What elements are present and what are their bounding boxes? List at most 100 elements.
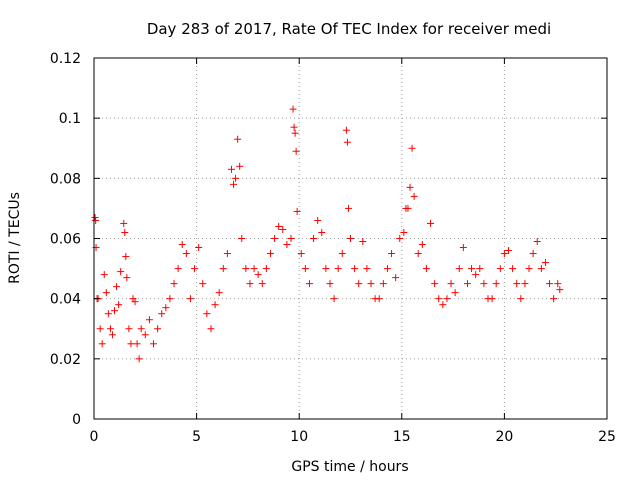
data-point bbox=[480, 280, 488, 288]
data-point bbox=[271, 235, 279, 242]
data-point bbox=[546, 280, 554, 288]
data-point bbox=[115, 301, 123, 309]
data-point bbox=[234, 135, 242, 143]
data-point bbox=[207, 325, 215, 333]
data-point bbox=[414, 250, 422, 258]
data-point bbox=[145, 316, 153, 324]
data-point bbox=[121, 228, 129, 236]
data-point bbox=[439, 301, 447, 309]
data-point bbox=[367, 280, 375, 288]
data-point bbox=[290, 123, 298, 131]
data-point bbox=[219, 265, 227, 273]
data-point bbox=[301, 265, 309, 273]
data-point bbox=[521, 280, 529, 288]
data-point bbox=[388, 250, 396, 258]
data-point bbox=[125, 325, 133, 333]
data-point bbox=[418, 241, 426, 249]
x-tick-label: 10 bbox=[290, 429, 308, 445]
x-tick-label: 0 bbox=[90, 429, 99, 445]
data-point bbox=[505, 247, 513, 255]
data-point bbox=[98, 340, 106, 348]
data-point bbox=[330, 295, 338, 303]
data-point bbox=[203, 310, 211, 318]
data-point bbox=[537, 265, 545, 273]
data-point bbox=[554, 280, 562, 288]
data-point bbox=[291, 129, 299, 137]
data-point bbox=[137, 325, 145, 333]
data-point bbox=[422, 265, 430, 273]
data-point bbox=[322, 265, 330, 273]
data-point bbox=[550, 295, 558, 303]
data-point bbox=[447, 280, 455, 288]
data-point bbox=[500, 250, 508, 258]
data-point bbox=[170, 280, 178, 288]
data-point bbox=[133, 340, 141, 348]
data-point bbox=[162, 304, 170, 312]
data-point bbox=[318, 228, 326, 236]
data-point bbox=[113, 283, 121, 291]
data-point bbox=[238, 235, 246, 242]
data-point bbox=[123, 274, 131, 282]
data-point bbox=[117, 268, 125, 276]
data-point bbox=[347, 235, 354, 242]
data-point bbox=[195, 244, 203, 252]
data-point bbox=[131, 298, 139, 306]
data-point bbox=[242, 265, 250, 273]
data-point bbox=[223, 250, 231, 258]
data-point bbox=[227, 165, 235, 173]
data-point bbox=[343, 138, 351, 146]
data-point bbox=[472, 271, 480, 279]
data-point bbox=[468, 265, 476, 273]
data-point bbox=[431, 280, 439, 288]
y-tick-label: 0.12 bbox=[50, 51, 81, 67]
data-point bbox=[174, 265, 182, 273]
data-point bbox=[451, 289, 459, 297]
x-tick-label: 15 bbox=[393, 429, 411, 445]
data-points bbox=[91, 105, 564, 363]
data-point bbox=[305, 280, 313, 288]
data-point bbox=[96, 325, 104, 333]
data-point bbox=[556, 286, 564, 294]
data-point bbox=[529, 250, 537, 258]
data-point bbox=[533, 238, 541, 246]
data-point bbox=[191, 265, 199, 273]
data-point bbox=[92, 216, 100, 224]
y-tick-label: 0.1 bbox=[59, 111, 81, 127]
data-point bbox=[127, 340, 135, 348]
data-point bbox=[408, 144, 416, 152]
data-point bbox=[150, 340, 158, 348]
data-point bbox=[338, 250, 346, 258]
data-point bbox=[363, 265, 371, 273]
data-point bbox=[406, 183, 414, 191]
data-point bbox=[122, 253, 130, 261]
data-point bbox=[236, 162, 244, 170]
data-point bbox=[400, 228, 408, 236]
data-point bbox=[541, 259, 549, 267]
y-tick-label: 0.04 bbox=[50, 292, 81, 308]
y-tick-label: 0.02 bbox=[50, 352, 81, 368]
data-point bbox=[314, 216, 322, 224]
data-point bbox=[178, 241, 186, 249]
data-point bbox=[410, 192, 418, 200]
data-point bbox=[310, 235, 318, 242]
data-point bbox=[297, 250, 305, 258]
x-axis-label: GPS time / hours bbox=[291, 459, 408, 475]
data-point bbox=[379, 280, 387, 288]
data-point bbox=[496, 265, 504, 273]
x-tick-label: 20 bbox=[495, 429, 513, 445]
data-point bbox=[492, 280, 500, 288]
data-point bbox=[108, 331, 116, 339]
data-point bbox=[275, 222, 283, 230]
data-point bbox=[292, 147, 300, 155]
data-point bbox=[463, 280, 471, 288]
data-point bbox=[91, 213, 99, 221]
data-point bbox=[342, 126, 350, 134]
data-point bbox=[459, 244, 467, 252]
x-tick-label: 5 bbox=[192, 429, 201, 445]
data-point bbox=[258, 280, 266, 288]
data-point bbox=[141, 331, 149, 339]
data-point bbox=[517, 295, 525, 303]
data-point bbox=[383, 265, 391, 273]
